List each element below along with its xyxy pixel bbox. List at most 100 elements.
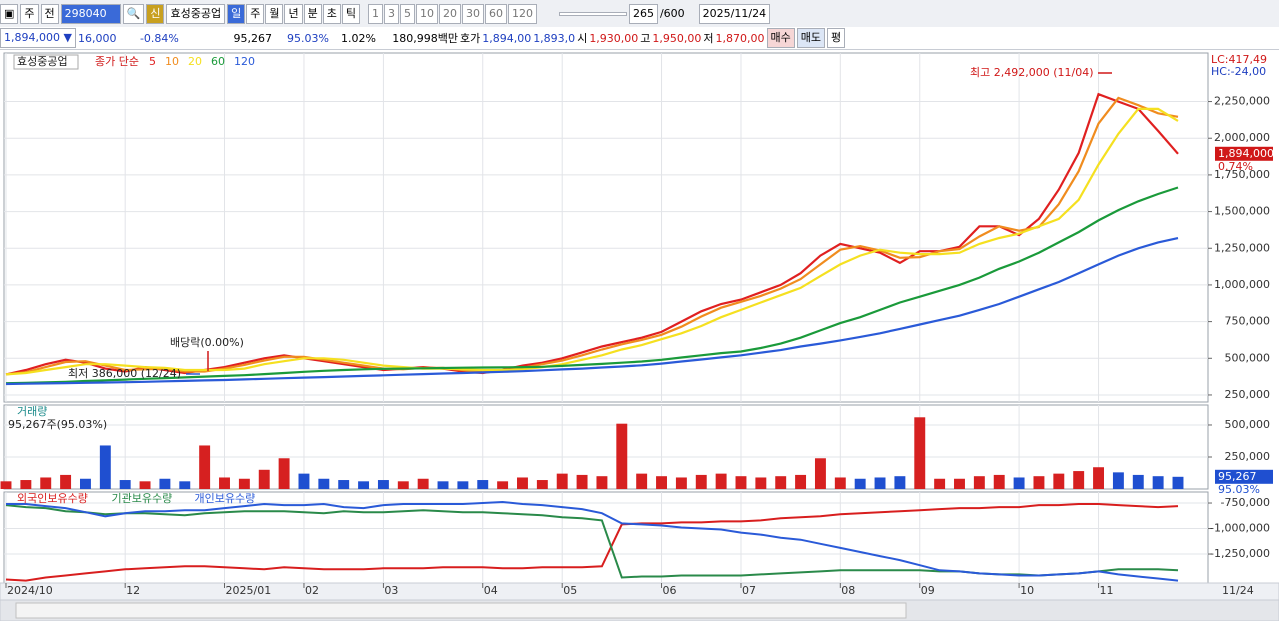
volume-bar — [834, 477, 846, 489]
volume-bar — [814, 458, 826, 489]
y-tick-label: -750,000 — [1221, 496, 1270, 509]
y-tick-label: -1,250,000 — [1210, 547, 1270, 560]
price: 1,894,000 ▼ — [0, 28, 76, 48]
volume-bar — [1172, 476, 1184, 489]
volume-bar — [1132, 474, 1144, 489]
volume-bar — [238, 478, 250, 489]
menu-button[interactable]: ▣ — [0, 3, 19, 24]
volume-bar — [596, 476, 608, 489]
volume-bar — [219, 477, 230, 489]
toolbar-button[interactable]: 월 — [265, 3, 284, 24]
interval-group: 1 3 5 10 20 30 60 120 — [367, 3, 537, 24]
volume-bar — [735, 476, 747, 489]
legend-entry: 개인보유수량 — [195, 492, 256, 505]
toolbar-button[interactable]: 분 — [303, 3, 322, 24]
volume-bar — [576, 474, 588, 489]
code-input[interactable]: 298040 — [60, 3, 121, 24]
annotation: 배당락(0.00%) — [170, 336, 244, 349]
volume-bar — [894, 476, 906, 489]
turnover: 1.02% — [341, 31, 376, 45]
count-input[interactable]: 265 — [628, 3, 658, 24]
y-tick-label: 1,500,000 — [1214, 205, 1270, 218]
toolbar-button[interactable]: 1 — [367, 3, 383, 24]
toolbar-button[interactable]: 30 — [461, 3, 484, 24]
panel-frame — [3, 52, 1209, 403]
volume-bar — [60, 474, 72, 489]
toolbar-button[interactable]: 틱 — [341, 3, 360, 24]
y-tick-label: 2,000,000 — [1214, 131, 1270, 144]
toolbar-button[interactable]: 3 — [383, 3, 399, 24]
hc-label: HC:-24,00 — [1211, 65, 1266, 78]
series-line — [5, 96, 1179, 376]
volume-bar — [318, 478, 330, 489]
series-line — [5, 503, 1179, 582]
volume-bar — [159, 478, 171, 489]
y-tick-label: 250,000 — [1225, 450, 1271, 463]
y-tick-label: 1,000,000 — [1214, 278, 1270, 291]
toolbar-button[interactable]: 60 — [484, 3, 507, 24]
toolbar-button[interactable]: 주 — [246, 3, 265, 24]
annotation: 최저 386,000 (12/24) — [68, 367, 181, 380]
volume-bar — [119, 480, 131, 489]
open: 1,930,00 — [589, 31, 639, 45]
volume-bar — [477, 480, 489, 489]
avg-button[interactable]: 평 — [827, 28, 846, 48]
legend-entry: 120 — [234, 55, 255, 68]
toolbar-button[interactable]: 일 — [227, 3, 246, 24]
volume-bar — [1073, 471, 1085, 489]
date-input[interactable]: 2025/11/24 — [698, 3, 771, 24]
annotation: 최고 2,492,000 (11/04) — [970, 66, 1094, 79]
volume-bar — [139, 481, 151, 489]
toolbar-button[interactable]: 년 — [284, 3, 303, 24]
toolbar-button[interactable]: 5 — [399, 3, 415, 24]
volume-bar — [179, 481, 191, 489]
y-tick-label: -1,000,000 — [1210, 522, 1270, 535]
low-label: 저 — [703, 32, 714, 45]
x-tick-label: 03 — [384, 584, 398, 597]
volume-bar — [457, 481, 469, 489]
volume-bar — [616, 423, 628, 489]
volume-bar — [954, 478, 965, 489]
y-tick-label: 1,750,000 — [1214, 168, 1270, 181]
volume-bar — [715, 473, 727, 489]
toolbar-button[interactable]: 초 — [322, 3, 341, 24]
series-line — [5, 186, 1179, 385]
volume-bar — [358, 481, 370, 489]
volume-bar — [636, 473, 648, 489]
volume-bar — [874, 477, 886, 489]
volume-bar — [854, 478, 866, 489]
legend-entry: 기관보유수량 — [112, 492, 173, 505]
quote-bar: 1,894,000 ▼ 16,000 -0.84% 95,267 95.03% … — [0, 27, 1279, 50]
volume-bar — [278, 458, 290, 489]
x-tick-label: 05 — [563, 584, 577, 597]
volume-bar — [497, 481, 509, 489]
toolbar-button[interactable]: 20 — [438, 3, 461, 24]
x-tick-label: 08 — [841, 584, 855, 597]
prev-button[interactable]: 전 — [40, 3, 59, 24]
volume-bar — [695, 474, 707, 489]
toolbar-button[interactable]: 10 — [415, 3, 438, 24]
sell-button[interactable]: 매도 — [796, 28, 826, 48]
legend-name: 효성중공업 — [17, 55, 68, 68]
series-line — [6, 500, 1179, 582]
volume-bar — [656, 476, 667, 489]
series-line — [5, 107, 1179, 376]
volume-bar — [1053, 473, 1065, 489]
legend-entry: 5 — [149, 55, 156, 68]
volume-bar — [934, 478, 946, 489]
legend-entry: 20 — [188, 55, 202, 68]
change: 16,000 — [77, 31, 117, 45]
toolbar-button[interactable]: 120 — [507, 3, 537, 24]
volume-tag: 95,267 — [1218, 470, 1257, 483]
price-tag: 1,894,000 — [1218, 147, 1274, 160]
open-label: 시 — [577, 32, 588, 45]
search-button[interactable]: 🔍 — [122, 3, 145, 24]
amount: 180,998백만 — [392, 32, 458, 45]
volume: 95,267 — [233, 31, 272, 45]
blank-select[interactable] — [558, 11, 627, 16]
volume-bar — [775, 476, 787, 489]
market-select[interactable]: 주 — [20, 3, 39, 24]
buy-button[interactable]: 매수 — [766, 28, 795, 48]
